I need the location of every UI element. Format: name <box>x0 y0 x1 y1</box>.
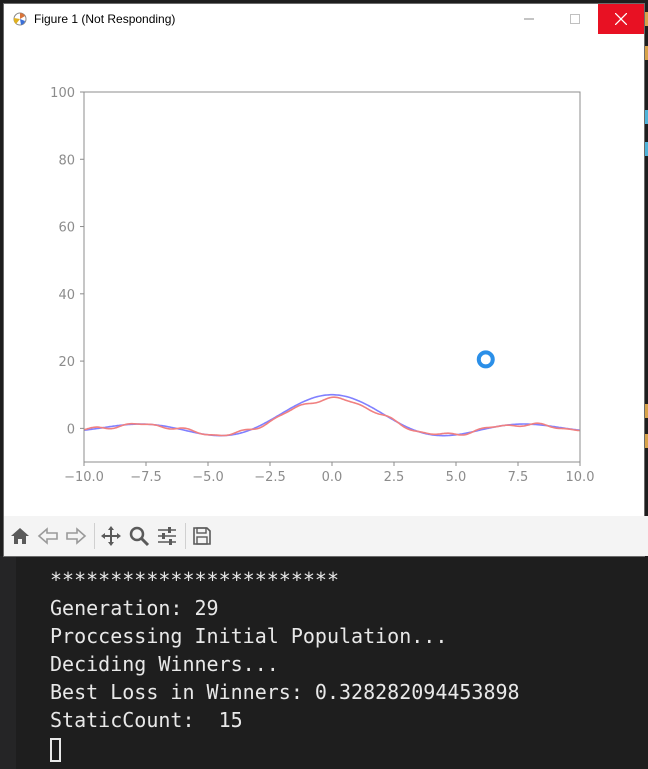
code-marker <box>644 110 648 124</box>
terminal-line: Proccessing Initial Population... <box>50 624 448 648</box>
y-tick-label: 40 <box>58 288 75 303</box>
x-tick-label: 7.5 <box>508 470 529 485</box>
terminal-line: Deciding Winners... <box>50 652 279 676</box>
x-tick-label: 10.0 <box>566 470 595 485</box>
x-tick-label: −2.5 <box>254 470 286 485</box>
home-button[interactable] <box>8 524 32 548</box>
x-tick-label: 5.0 <box>446 470 467 485</box>
code-marker <box>644 404 648 418</box>
x-tick-label: 2.5 <box>384 470 405 485</box>
y-tick-label: 100 <box>50 86 75 101</box>
series-line <box>83 396 580 437</box>
toolbar-separator <box>185 523 186 549</box>
text-cursor <box>50 737 61 762</box>
code-marker <box>644 46 648 60</box>
forward-button[interactable] <box>64 524 88 548</box>
y-tick-label: 60 <box>58 221 75 236</box>
back-icon <box>37 527 58 545</box>
matplotlib-figure-icon <box>13 12 27 26</box>
x-tick-label: −10.0 <box>64 470 104 485</box>
toolbar-separator <box>94 523 95 549</box>
configure-subplots-icon <box>158 527 176 545</box>
figure-window: Figure 1 (Not Responding) −10.0 −7.5 −5.0−… <box>4 4 648 556</box>
x-tick-label: −5.0 <box>192 470 224 485</box>
minimize-icon <box>524 18 534 20</box>
maximize-button[interactable] <box>552 4 598 34</box>
data-point-marker <box>476 350 495 369</box>
terminal-line: Generation: 29 <box>50 596 219 620</box>
chart: −10.0 −7.5 −5.0 −2.5 0.0 2.5 5.0 7.5 10.0 0 20 40 60… <box>50 86 595 485</box>
editor-gutter <box>0 556 16 769</box>
close-button[interactable] <box>598 4 644 34</box>
terminal-prompt[interactable] <box>50 734 640 762</box>
y-tick-label: 80 <box>58 153 75 168</box>
pan-button[interactable] <box>99 524 123 548</box>
save-icon <box>193 527 211 545</box>
save-button[interactable] <box>190 524 214 548</box>
y-tick-label: 20 <box>58 355 75 370</box>
terminal-line: Best Loss in Winners: 0.328282094453898 <box>50 680 520 704</box>
title-bar[interactable]: Figure 1 (Not Responding) <box>4 4 644 34</box>
terminal-output: ************************ Generation: 29 … <box>50 566 640 762</box>
configure-subplots-button[interactable] <box>155 524 179 548</box>
x-tick-label: −7.5 <box>130 470 162 485</box>
terminal-line: ************************ <box>50 568 339 592</box>
code-marker <box>644 12 648 26</box>
figure-canvas[interactable]: −10.0 −7.5 −5.0 −2.5 0.0 2.5 5.0 7.5 10.0 0 20 40 60… <box>4 34 644 516</box>
zoom-icon <box>129 526 150 547</box>
code-marker <box>644 434 648 448</box>
y-tick-label: 0 <box>67 422 75 437</box>
close-icon <box>615 13 627 25</box>
axes-frame <box>83 91 581 463</box>
zoom-button[interactable] <box>127 524 151 548</box>
back-button[interactable] <box>36 524 60 548</box>
window-title: Figure 1 (Not Responding) <box>34 12 176 26</box>
terminal-line: StaticCount: 15 <box>50 708 243 732</box>
pan-icon <box>101 526 121 546</box>
series-line <box>83 393 581 437</box>
maximize-icon <box>570 14 580 24</box>
home-icon <box>11 528 29 544</box>
forward-icon <box>66 527 87 545</box>
minimize-button[interactable] <box>506 4 552 34</box>
code-marker <box>644 142 648 156</box>
navigation-toolbar <box>4 516 648 556</box>
x-tick-label: 0.0 <box>322 470 343 485</box>
